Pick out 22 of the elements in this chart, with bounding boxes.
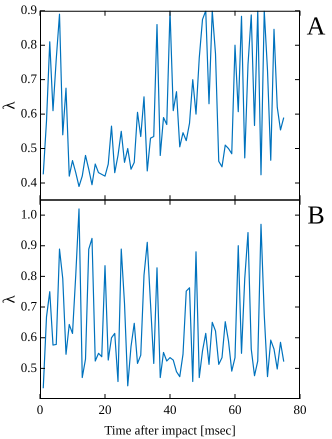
y-tick-label: 1.0 (20, 206, 37, 222)
y-axis-title: λ (0, 294, 19, 304)
x-tick-label: 60 (228, 402, 242, 418)
y-tick-label: 0.8 (20, 36, 37, 52)
y-tick-label: 0.7 (20, 71, 38, 86)
x-tick-label: 80 (294, 402, 306, 418)
y-tick-label: 0.9 (20, 2, 37, 18)
y-tick-label: 0.8 (20, 268, 37, 283)
x-tick-label: 20 (98, 402, 112, 418)
text: B (307, 200, 325, 230)
y-tick-label: 0.7 (20, 298, 38, 314)
y-tick-label: 0.6 (20, 329, 38, 344)
x-tick-label: 40 (164, 402, 176, 418)
y-tick-label: 0.9 (20, 237, 37, 252)
y-tick-label: 0.5 (20, 140, 37, 155)
y-tick-label: 0.5 (20, 360, 37, 375)
y-tick-label: 0.6 (20, 106, 38, 121)
x-axis-title: Time after impact [msec] (104, 422, 236, 438)
x-tick-label: 0 (36, 402, 44, 418)
y-axis-title: λ (0, 100, 19, 110)
text: A (306, 12, 326, 41)
y-tick-label: 0.4 (20, 174, 38, 190)
